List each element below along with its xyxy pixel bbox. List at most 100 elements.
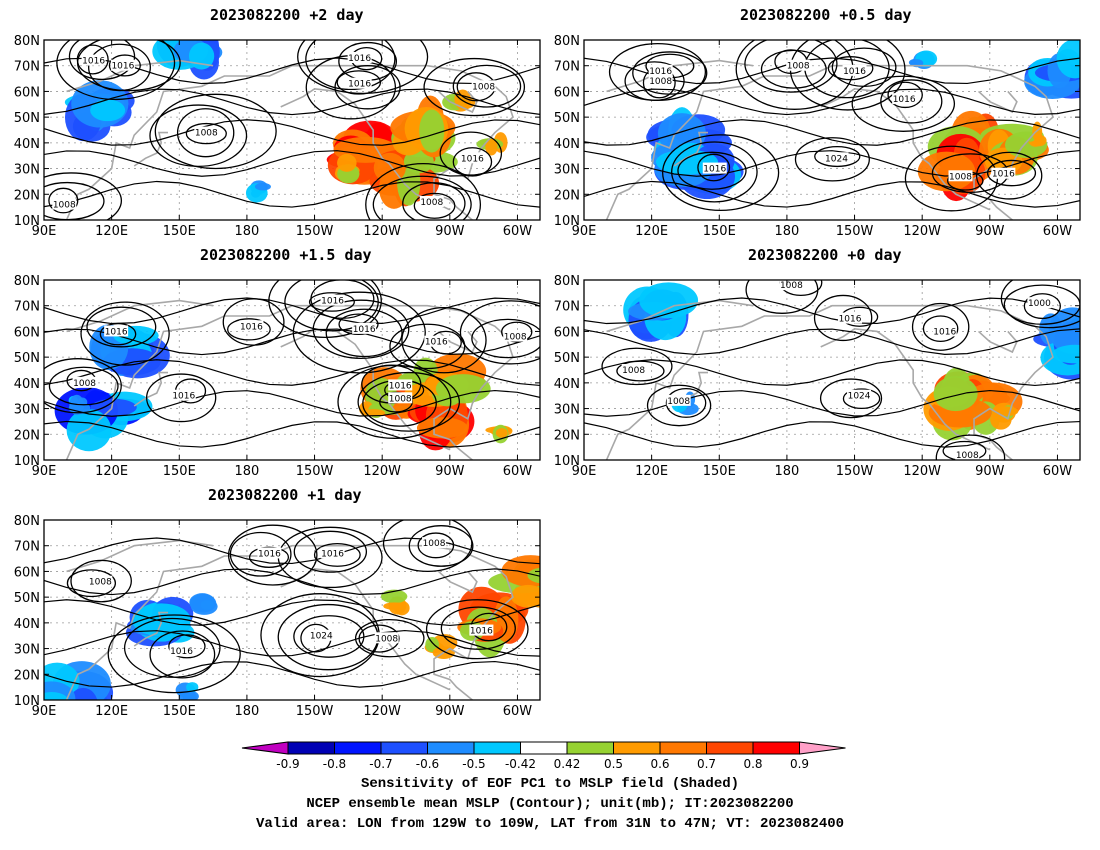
contour-label-bg	[847, 389, 872, 401]
mslp-contour	[584, 119, 1080, 146]
contour-label: 1008	[389, 394, 412, 404]
contour-label: 1008	[504, 333, 527, 343]
contour-label-bg	[81, 54, 106, 66]
contour-label-bg	[388, 392, 413, 404]
x-tick-label: 120W	[363, 704, 401, 719]
mslp-contour	[338, 313, 379, 335]
mslp-contour	[911, 302, 970, 351]
colorbar-bin	[520, 741, 568, 755]
coastline	[978, 90, 1018, 114]
mslp-contour	[44, 119, 540, 146]
contour-label-bg	[239, 320, 264, 332]
contour-label-bg	[842, 64, 867, 76]
caption-line-2: NCEP ensemble mean MSLP (Contour); unit(…	[306, 796, 794, 812]
contour-label-bg	[347, 52, 372, 63]
coastline	[65, 64, 514, 220]
y-tick-label: 80N	[14, 274, 40, 289]
map-frame	[583, 39, 1081, 221]
mslp-contour	[70, 559, 132, 603]
contour-label: 1008	[420, 198, 443, 208]
mslp-contour	[661, 134, 780, 212]
mslp-contour	[880, 79, 943, 124]
y-tick-label: 80N	[554, 274, 580, 289]
coastline	[66, 299, 214, 333]
mslp-contour	[44, 359, 540, 387]
mslp-contour	[123, 617, 221, 678]
mslp-contour	[227, 318, 271, 341]
mslp-contour	[185, 122, 227, 145]
mslp-contour	[760, 49, 827, 89]
x-tick-label: 150W	[296, 704, 334, 719]
mslp-contour	[334, 65, 401, 110]
contour-label-bg	[471, 80, 496, 92]
contour-label: 1016	[321, 297, 344, 307]
contour-label-bg	[648, 64, 673, 76]
mslp-contour	[827, 56, 874, 81]
mslp-contour	[154, 93, 277, 170]
colorbar-label: 0.5	[604, 757, 623, 771]
sensitivity-shade	[337, 153, 357, 172]
x-tick-label: 180	[774, 224, 799, 239]
contour-label-bg	[1027, 297, 1052, 309]
contour-label-bg	[347, 77, 372, 89]
sensitivity-shade	[510, 584, 540, 608]
mslp-contour	[176, 108, 235, 158]
y-tick-label: 10N	[14, 214, 40, 229]
contour-label-bg	[169, 645, 194, 657]
coastline	[820, 88, 991, 211]
y-tick-label: 50N	[14, 351, 40, 366]
sensitivity-shade	[416, 417, 468, 439]
y-tick-label: 10N	[554, 454, 580, 469]
x-tick-label: 150W	[296, 464, 334, 479]
x-tick-label: 90W	[975, 224, 1005, 239]
y-tick-label: 20N	[14, 428, 40, 443]
colorbar-arrow-right	[799, 741, 846, 755]
contour-label: 1024	[310, 632, 333, 642]
contour-label: 1016	[992, 170, 1015, 180]
mslp-contour	[624, 61, 685, 101]
mslp-contour	[601, 347, 673, 386]
sensitivity-shade	[90, 99, 126, 122]
mslp-contour	[584, 359, 1080, 387]
y-tick-label: 60N	[554, 325, 580, 340]
sensitivity-shade	[933, 376, 978, 412]
mslp-contour	[44, 172, 123, 220]
y-tick-label: 60N	[14, 565, 40, 580]
colorbar-label: -0.5	[462, 757, 485, 771]
mslp-contour	[313, 542, 361, 567]
contour-label-bg	[194, 126, 219, 138]
contour-label-bg	[779, 279, 804, 291]
contour-label: 1024	[848, 392, 871, 402]
x-tick-label: 90W	[435, 224, 465, 239]
mslp-contour	[452, 64, 522, 108]
panel-title-plus1day: 2023082200 +1 day	[208, 486, 362, 504]
x-tick-label: 60W	[503, 704, 533, 719]
coastline	[820, 328, 991, 451]
contour-label: 1008	[649, 77, 672, 87]
map-frame	[583, 279, 1081, 461]
mslp-contour	[44, 660, 540, 688]
sensitivity-shade	[44, 691, 70, 700]
mslp-contour	[1023, 293, 1061, 320]
map-panel-plus1p5day: 1016 1016 1016 1016 1016 1008 1008 1016 1016 1008…	[0, 270, 545, 485]
colorbar-label: 0.6	[650, 757, 669, 771]
mslp-contour	[584, 180, 1080, 208]
contour-label-bg	[320, 547, 345, 559]
contour-label-bg	[352, 322, 377, 334]
contour-label: 1008	[423, 539, 446, 549]
colorbar-label: 0.9	[790, 757, 809, 771]
mslp-contour	[584, 389, 1080, 417]
y-tick-label: 30N	[14, 163, 40, 178]
contour-label-bg	[110, 59, 135, 71]
y-tick-label: 70N	[14, 300, 40, 315]
y-tick-label: 60N	[14, 85, 40, 100]
map-panel-plus2day: 1016 1016 1016 1016 1008 1008 1016 1008 1008 10N 2…	[0, 30, 545, 245]
colorbar-bin	[659, 741, 707, 755]
contour-label: 1016	[82, 57, 105, 67]
mslp-contour	[665, 387, 707, 418]
mslp-contour	[44, 88, 540, 116]
mslp-contour	[168, 634, 206, 659]
mslp-contour	[56, 40, 176, 101]
x-tick-label: 120E	[635, 464, 668, 479]
contour-label: 1016	[353, 325, 376, 335]
